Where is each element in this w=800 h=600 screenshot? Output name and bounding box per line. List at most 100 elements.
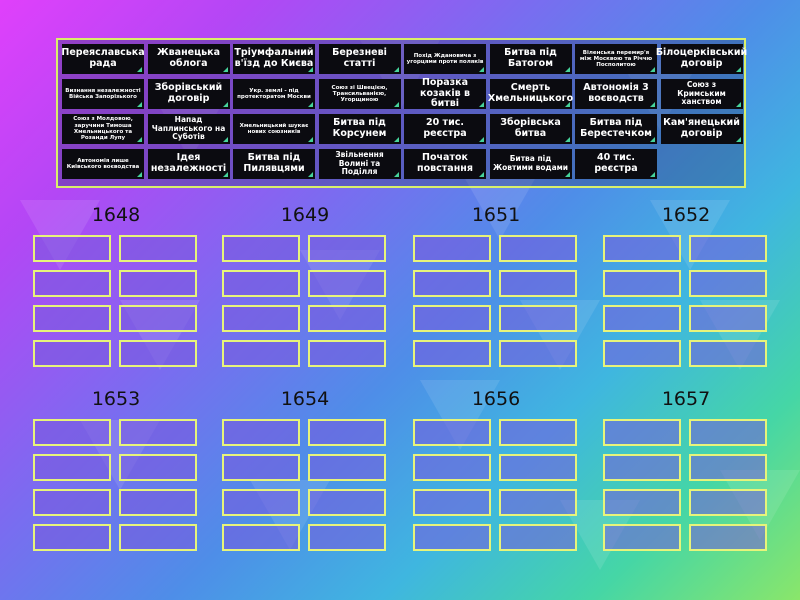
drop-slot[interactable] [222, 305, 300, 332]
drop-slot[interactable] [119, 524, 197, 551]
draggable-answer-tile[interactable]: Автономія лише Київського воєводства [62, 149, 144, 179]
drop-slot[interactable] [413, 305, 491, 332]
draggable-answer-tile[interactable]: Напад Чаплинського на Суботів [147, 114, 230, 144]
draggable-answer-tile[interactable]: Визнання незалежності Війська Запорізько… [62, 79, 144, 109]
drop-slot[interactable] [222, 340, 300, 367]
draggable-answer-tile[interactable]: Похід Ждановича з угорцями проти поляків [404, 44, 486, 74]
draggable-answer-tile[interactable]: Союз зі Швецією, Трансильванією, Угорщин… [318, 79, 401, 109]
drop-slot[interactable] [33, 489, 111, 516]
drop-slot[interactable] [603, 419, 681, 446]
drop-slot[interactable] [413, 419, 491, 446]
drop-slot[interactable] [33, 235, 111, 262]
drop-slot[interactable] [308, 524, 386, 551]
drop-slot[interactable] [119, 235, 197, 262]
drop-slot[interactable] [603, 524, 681, 551]
drop-slot[interactable] [689, 270, 767, 297]
tile-corner-icon [564, 137, 570, 142]
drop-slot[interactable] [499, 524, 577, 551]
drop-slot[interactable] [413, 235, 491, 262]
drop-slot[interactable] [308, 340, 386, 367]
drop-slot[interactable] [499, 419, 577, 446]
drop-slot[interactable] [413, 270, 491, 297]
draggable-answer-tile[interactable]: Початок повстання [404, 149, 486, 179]
drop-slot[interactable] [222, 524, 300, 551]
drop-slot[interactable] [33, 524, 111, 551]
drop-slot[interactable] [308, 270, 386, 297]
drop-slot[interactable] [119, 340, 197, 367]
draggable-answer-tile[interactable]: Зборівська битва [489, 114, 572, 144]
drop-slot[interactable] [119, 489, 197, 516]
draggable-answer-tile[interactable]: Смерть Хмельницького [488, 79, 573, 109]
drop-slot[interactable] [689, 305, 767, 332]
draggable-answer-tile[interactable]: Жванецька облога [147, 44, 230, 74]
drop-slot[interactable] [119, 419, 197, 446]
draggable-answer-tile[interactable]: Білоцерківський договір [656, 44, 747, 74]
drop-slot[interactable] [119, 454, 197, 481]
drop-slot[interactable] [222, 270, 300, 297]
drop-slot[interactable] [33, 305, 111, 332]
drop-slot[interactable] [222, 489, 300, 516]
draggable-answer-tile[interactable]: Переяславська рада [61, 44, 145, 74]
drop-slot[interactable] [222, 454, 300, 481]
drop-slot[interactable] [689, 489, 767, 516]
drop-slot[interactable] [222, 419, 300, 446]
draggable-answer-tile[interactable]: Битва під Корсунем [318, 114, 401, 144]
draggable-answer-tile[interactable]: Березневі статті [318, 44, 401, 74]
drop-slot[interactable] [603, 235, 681, 262]
drop-slot[interactable] [222, 235, 300, 262]
draggable-answer-tile[interactable]: Звільнення Волині та Поділля [318, 149, 401, 179]
draggable-answer-tile[interactable]: Ідея незалежності [147, 149, 230, 179]
draggable-answer-tile[interactable]: Віленська перемир'я між Москвою та Річчю… [575, 44, 657, 74]
tile-label: Тріумфальний в'їзд до Києва [234, 47, 314, 69]
drop-slot[interactable] [689, 419, 767, 446]
drop-slot[interactable] [413, 524, 491, 551]
drop-slot[interactable] [689, 524, 767, 551]
drop-slot[interactable] [689, 340, 767, 367]
draggable-answer-tile[interactable]: Битва під Жовтими водами [489, 149, 572, 179]
draggable-answer-tile[interactable]: 20 тис. реєстра [404, 114, 486, 144]
drop-slot[interactable] [499, 270, 577, 297]
draggable-answer-tile[interactable]: Союз з Кримським ханством [660, 79, 743, 109]
drop-slot[interactable] [308, 454, 386, 481]
draggable-answer-tile[interactable]: Битва під Берестечком [575, 114, 657, 144]
draggable-answer-tile[interactable]: Битва під Батогом [489, 44, 572, 74]
drop-slot[interactable] [308, 235, 386, 262]
tile-corner-icon [222, 172, 228, 177]
drop-slot[interactable] [499, 305, 577, 332]
drop-slot[interactable] [499, 454, 577, 481]
drop-slot[interactable] [603, 454, 681, 481]
draggable-answer-tile[interactable]: Союз з Молдовою, заручини Тимоша Хмельни… [62, 114, 144, 144]
drop-slot[interactable] [119, 270, 197, 297]
drop-slot[interactable] [33, 419, 111, 446]
drop-slot[interactable] [119, 305, 197, 332]
draggable-answer-tile[interactable]: Автономія 3 воєводств [575, 79, 657, 109]
draggable-answer-tile[interactable]: Поразка козаків в битві [404, 77, 486, 109]
draggable-answer-tile[interactable]: Укр. землі - під протекторатом Москви [233, 79, 315, 109]
draggable-answer-tile[interactable]: Тріумфальний в'їзд до Києва [233, 44, 315, 74]
drop-slot[interactable] [33, 340, 111, 367]
draggable-answer-tile[interactable]: Хмельницький шукає нових союзників [233, 114, 315, 144]
drop-slot[interactable] [413, 340, 491, 367]
drop-slot[interactable] [689, 454, 767, 481]
group-year-title: 1649 [280, 204, 330, 226]
draggable-answer-tile[interactable]: Битва під Пилявцями [233, 149, 315, 179]
drop-slot[interactable] [33, 454, 111, 481]
draggable-answer-tile[interactable]: Кам'янецький договір [660, 114, 743, 144]
drop-slot[interactable] [499, 235, 577, 262]
drop-slot[interactable] [308, 419, 386, 446]
drop-slot[interactable] [499, 489, 577, 516]
drop-slot[interactable] [308, 305, 386, 332]
drop-slot[interactable] [603, 340, 681, 367]
draggable-answer-tile[interactable]: Зборівський договір [147, 79, 230, 109]
draggable-answer-tile[interactable]: 40 тис. реєстра [575, 149, 657, 179]
tile-corner-icon [650, 102, 655, 107]
drop-slot[interactable] [33, 270, 111, 297]
drop-slot[interactable] [603, 305, 681, 332]
drop-slot[interactable] [603, 270, 681, 297]
drop-slot[interactable] [413, 454, 491, 481]
drop-slot[interactable] [499, 340, 577, 367]
drop-slot[interactable] [308, 489, 386, 516]
drop-slot[interactable] [603, 489, 681, 516]
drop-slot[interactable] [689, 235, 767, 262]
drop-slot[interactable] [413, 489, 491, 516]
